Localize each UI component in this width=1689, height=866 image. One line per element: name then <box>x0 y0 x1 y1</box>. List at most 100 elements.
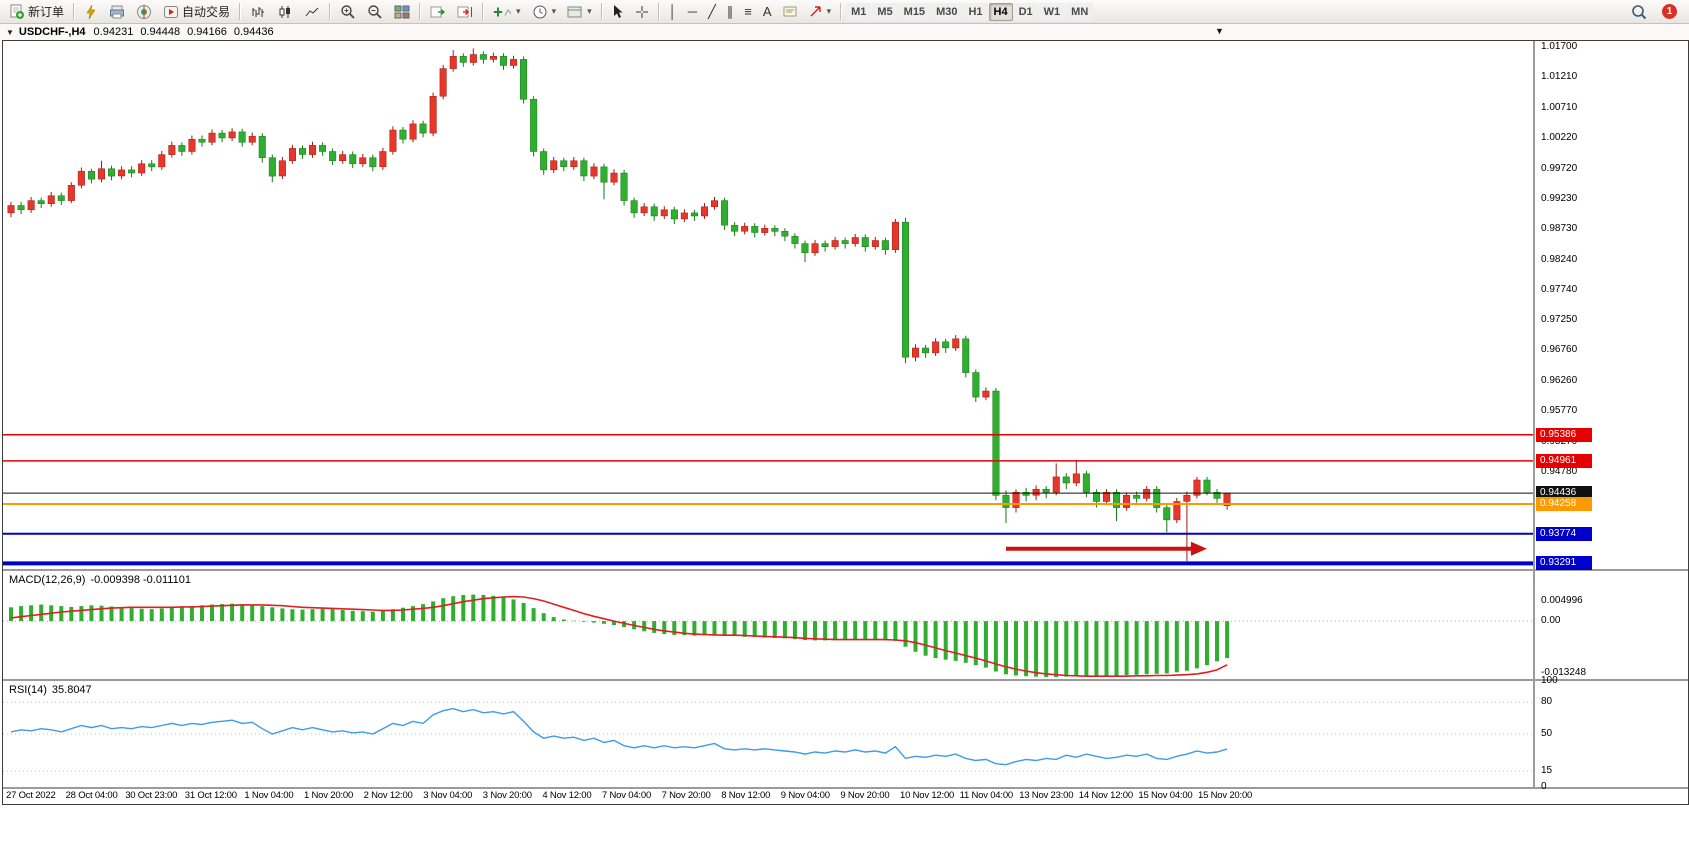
channel-icon: ∥ <box>726 3 734 19</box>
text-tool-button[interactable]: A <box>758 2 777 22</box>
macd-tick: -0.013248 <box>1541 667 1587 679</box>
trendline-tool-button[interactable]: ╱ <box>703 2 721 22</box>
toolbar-separator <box>419 3 422 20</box>
new-order-label: 新订单 <box>28 5 65 19</box>
time-label: 14 Nov 12:00 <box>1078 790 1133 801</box>
price-tick: 0.98240 <box>1541 253 1578 265</box>
crosshair-icon <box>635 5 649 19</box>
autotrading-button[interactable]: 自动交易 <box>158 2 235 22</box>
price-tick: 0.97250 <box>1541 314 1578 326</box>
candlestick-chart-icon <box>277 5 293 19</box>
arrow-shape-icon <box>809 5 823 18</box>
chart-area[interactable]: MACD(12,26,9) -0.009398 -0.011101 RSI(14)… <box>2 40 1689 805</box>
price-badge: 0.94436 <box>1536 486 1592 501</box>
cursor-tool-button[interactable] <box>607 2 629 22</box>
macd-chart[interactable] <box>3 571 1533 679</box>
candlestick-chart-button[interactable] <box>272 2 298 22</box>
toolbar-separator <box>600 3 603 20</box>
window-menu-icon[interactable]: ▼ <box>1215 26 1224 36</box>
price-tick: 0.95770 <box>1541 405 1578 417</box>
print-button[interactable] <box>104 2 130 22</box>
price-tick: 0.97740 <box>1541 284 1578 296</box>
crosshair-tool-button[interactable] <box>630 2 654 22</box>
timeframe-m15-button[interactable]: M15 <box>898 2 931 21</box>
time-label: 11 Nov 04:00 <box>959 790 1014 801</box>
rsi-chart[interactable] <box>3 681 1533 787</box>
label-icon <box>783 5 798 18</box>
bar-chart-icon <box>250 5 266 19</box>
indicators-button[interactable]: ▾ <box>488 2 526 22</box>
time-label: 7 Nov 04:00 <box>602 790 652 801</box>
time-label: 3 Nov 20:00 <box>482 790 532 801</box>
rsi-indicator-name: RSI(14) <box>9 684 47 696</box>
arrows-tool-button[interactable]: ▾ <box>804 2 837 22</box>
chart-menu-icon[interactable]: ▼ <box>6 27 14 37</box>
label-tool-button[interactable] <box>778 2 803 22</box>
search-button[interactable] <box>1626 2 1652 22</box>
zoom-in-button[interactable] <box>335 2 361 22</box>
timeframe-mn-button[interactable]: MN <box>1066 2 1094 21</box>
zoom-out-button[interactable] <box>362 2 388 22</box>
toolbar-separator <box>73 3 76 20</box>
zoom-out-icon <box>367 4 383 20</box>
price-badge: 0.94961 <box>1536 453 1592 468</box>
printer-icon <box>109 4 125 20</box>
add-indicator-icon <box>493 5 512 19</box>
timeframe-m5-button[interactable]: M5 <box>872 2 898 21</box>
templates-button[interactable]: ▾ <box>562 2 597 22</box>
timeframe-h1-button[interactable]: H1 <box>963 2 988 21</box>
channel-tool-button[interactable]: ∥ <box>722 2 739 22</box>
tile-windows-button[interactable] <box>389 2 415 22</box>
price-axis-separator <box>1533 41 1535 787</box>
rsi-indicator-value: 35.8047 <box>51 684 92 696</box>
auto-scroll-icon <box>430 5 446 19</box>
time-label: 8 Nov 12:00 <box>721 790 771 801</box>
rsi-tick: 15 <box>1541 765 1553 777</box>
chart-shift-button[interactable] <box>452 2 478 22</box>
rsi-tick: 100 <box>1541 675 1558 686</box>
time-label: 28 Oct 04:00 <box>65 790 118 801</box>
chevron-down-icon: ▾ <box>826 6 832 16</box>
bar-chart-button[interactable] <box>245 2 271 22</box>
ohlc-low: 0.94166 <box>187 26 227 38</box>
timeframe-w1-button[interactable]: W1 <box>1038 2 1066 21</box>
community-button[interactable] <box>131 2 157 22</box>
time-label: 9 Nov 04:00 <box>780 790 830 801</box>
price-axis[interactable]: 1.01700 1.01210 1.00710 1.00220 0.99720 0.992… <box>1535 41 1688 792</box>
fibonacci-tool-button[interactable]: ≡ <box>739 2 757 22</box>
horizontal-line-tool-button[interactable]: ─ <box>683 2 702 22</box>
price-tick: 1.01700 <box>1541 41 1578 53</box>
timeframe-d1-button[interactable]: D1 <box>1013 2 1038 21</box>
macd-panel-separator[interactable] <box>3 569 1688 571</box>
time-label: 13 Nov 23:00 <box>1019 790 1074 801</box>
time-label: 27 Oct 2022 <box>6 790 56 801</box>
timeframe-m30-button[interactable]: M30 <box>931 2 963 21</box>
time-axis-separator <box>3 787 1688 789</box>
price-badge: 0.95386 <box>1536 427 1592 442</box>
auto-scroll-button[interactable] <box>425 2 451 22</box>
line-chart-button[interactable] <box>299 2 325 22</box>
price-tick: 0.96260 <box>1541 375 1578 387</box>
search-icon <box>1631 4 1647 20</box>
time-label: 3 Nov 04:00 <box>423 790 473 801</box>
main-chart[interactable] <box>3 41 1533 569</box>
vertical-line-tool-button[interactable]: │ <box>664 2 682 22</box>
macd-tick: 0.004996 <box>1541 595 1583 607</box>
community-icon <box>136 4 152 20</box>
chart-symbol: USDCHF-,H4 <box>18 26 86 38</box>
time-label: 9 Nov 20:00 <box>840 790 890 801</box>
fibonacci-icon: ≡ <box>744 3 752 19</box>
periods-button[interactable]: ▾ <box>527 2 562 22</box>
rsi-tick: 50 <box>1541 728 1553 739</box>
new-order-button[interactable]: 新订单 <box>4 2 69 22</box>
notification-badge[interactable]: 1 <box>1662 4 1677 19</box>
timeframe-h4-button[interactable]: H4 <box>988 2 1013 21</box>
time-axis[interactable]: 27 Oct 2022 28 Oct 04:00 30 Oct 23:00 31 Oc… <box>3 789 1533 804</box>
metaeditor-button[interactable] <box>79 2 103 22</box>
trendline-icon: ╱ <box>707 3 716 19</box>
rsi-panel-separator[interactable] <box>3 679 1688 681</box>
price-tick: 1.00220 <box>1541 132 1578 143</box>
time-label: 7 Nov 20:00 <box>661 790 711 801</box>
timeframe-m1-button[interactable]: M1 <box>846 2 872 21</box>
